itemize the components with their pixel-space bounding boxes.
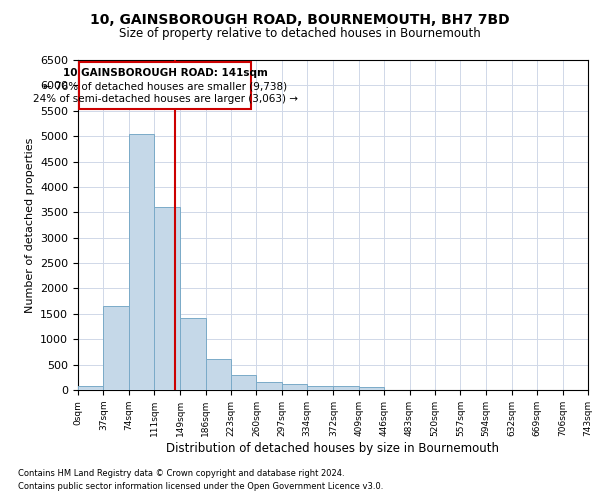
Y-axis label: Number of detached properties: Number of detached properties xyxy=(25,138,35,312)
Bar xyxy=(206,359,231,390)
Text: 10 GAINSBOROUGH ROAD: 141sqm: 10 GAINSBOROUGH ROAD: 141sqm xyxy=(63,68,268,78)
Bar xyxy=(307,386,332,390)
X-axis label: Distribution of detached houses by size in Bournemouth: Distribution of detached houses by size … xyxy=(167,442,499,454)
Bar xyxy=(282,384,307,390)
Bar xyxy=(129,134,154,390)
Text: Contains HM Land Registry data © Crown copyright and database right 2024.: Contains HM Land Registry data © Crown c… xyxy=(18,468,344,477)
Text: Contains public sector information licensed under the Open Government Licence v3: Contains public sector information licen… xyxy=(18,482,383,491)
Bar xyxy=(154,207,179,390)
Bar xyxy=(231,376,256,390)
Bar xyxy=(359,387,384,390)
Bar xyxy=(256,382,282,390)
Bar xyxy=(103,306,129,390)
Text: 24% of semi-detached houses are larger (3,063) →: 24% of semi-detached houses are larger (… xyxy=(32,94,298,104)
FancyBboxPatch shape xyxy=(79,62,251,109)
Bar xyxy=(78,386,103,390)
Bar xyxy=(180,318,206,390)
Text: Size of property relative to detached houses in Bournemouth: Size of property relative to detached ho… xyxy=(119,28,481,40)
Text: 10, GAINSBOROUGH ROAD, BOURNEMOUTH, BH7 7BD: 10, GAINSBOROUGH ROAD, BOURNEMOUTH, BH7 … xyxy=(90,12,510,26)
Text: ← 76% of detached houses are smaller (9,738): ← 76% of detached houses are smaller (9,… xyxy=(43,82,287,92)
Bar xyxy=(334,386,359,390)
